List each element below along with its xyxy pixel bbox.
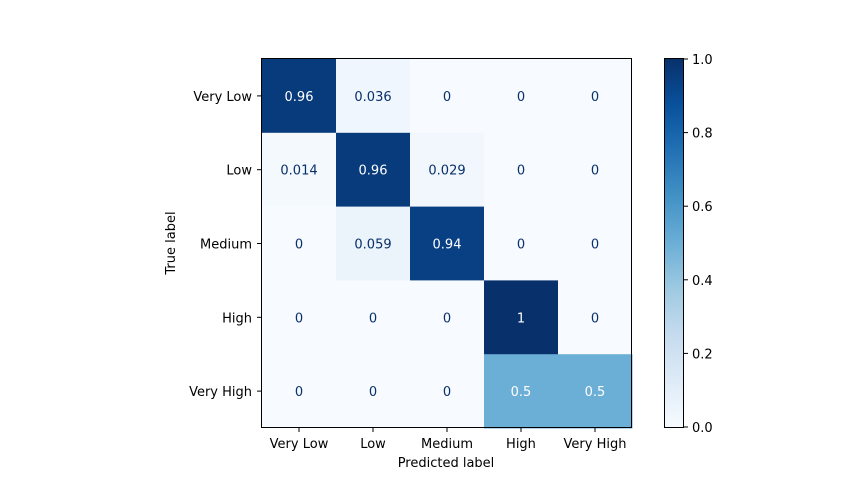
cell-value-label: 0 <box>369 311 377 326</box>
heatmap-cell <box>558 206 633 281</box>
cell-value-label: 0.059 <box>354 238 391 253</box>
cell-value-label: 0.94 <box>433 238 462 253</box>
heatmap-cell <box>558 59 633 134</box>
y-tick-label: Very Low <box>193 90 252 105</box>
heatmap-cell <box>410 206 485 281</box>
cell-value-label: 0 <box>443 90 451 105</box>
heatmap-cells <box>262 59 633 429</box>
cell-value-label: 0 <box>591 164 599 179</box>
cell-value-label: 0.036 <box>354 90 391 105</box>
heatmap-cell <box>262 59 337 134</box>
cell-value-label: 1 <box>517 311 525 326</box>
y-axis-label: True label <box>164 211 179 275</box>
heatmap-cell <box>262 132 337 208</box>
heatmap-cell <box>262 280 337 355</box>
colorbar-tick-label: 0.6 <box>692 200 713 215</box>
cell-value-label: 0 <box>517 238 525 253</box>
cell-value-label: 0 <box>517 90 525 105</box>
heatmap-cell <box>484 59 559 134</box>
cell-value-label: 0.029 <box>428 164 465 179</box>
cell-value-label: 0.014 <box>280 164 317 179</box>
x-tick-label: Low <box>360 437 386 452</box>
colorbar-tick-label: 0.0 <box>692 421 713 436</box>
heatmap-cell <box>336 132 411 208</box>
y-tick-label: Very High <box>189 385 252 400</box>
cell-value-label: 0 <box>443 311 451 326</box>
y-tick-label: High <box>222 311 252 326</box>
cell-value-label: 0.96 <box>359 164 388 179</box>
x-tick-label: Very High <box>564 437 627 452</box>
heatmap-cell <box>336 59 411 134</box>
heatmap-cell <box>484 280 559 355</box>
heatmap-cell <box>484 206 559 281</box>
heatmap-cell <box>558 132 633 208</box>
cell-value-label: 0 <box>591 238 599 253</box>
cell-value-label: 0.5 <box>511 385 532 400</box>
plot-frame <box>261 58 632 428</box>
y-tick-label: Low <box>226 164 252 179</box>
x-tick-label: Medium <box>421 437 473 452</box>
cell-value-label: 0 <box>295 385 303 400</box>
cell-value-label: 0 <box>369 385 377 400</box>
heatmap-cell <box>410 354 485 429</box>
heatmap-cell <box>262 354 337 429</box>
y-tick-label: Medium <box>200 238 252 253</box>
x-tick-label: High <box>506 437 536 452</box>
colorbar-ticks: 0.0 0.2 0.4 0.6 0.8 1.0 <box>684 53 713 436</box>
cell-value-label: 0 <box>443 385 451 400</box>
heatmap-cell <box>410 59 485 134</box>
heatmap-cell <box>558 354 633 429</box>
heatmap-cell <box>262 206 337 281</box>
y-axis: Very Low Low Medium High Very High <box>189 90 261 400</box>
heatmap-cell <box>410 132 485 208</box>
cell-value-label: 0.5 <box>585 385 606 400</box>
x-axis: Very Low Low Medium High Very High <box>270 428 627 452</box>
x-axis-label: Predicted label <box>398 456 495 471</box>
x-tick-label: Very Low <box>270 437 329 452</box>
heatmap-cell <box>484 354 559 429</box>
cell-value-label: 0 <box>295 238 303 253</box>
cell-value-labels: 0.96 0.036 0 0 0 0.014 0.96 0.029 0 0 0 0.059 0.94 0 0… <box>280 90 605 400</box>
cell-value-label: 0.96 <box>285 90 314 105</box>
colorbar-tick-label: 0.2 <box>692 347 713 362</box>
cell-value-label: 0 <box>295 311 303 326</box>
cell-value-label: 0 <box>591 90 599 105</box>
colorbar-gradient <box>664 58 684 428</box>
heatmap-cell <box>336 354 411 429</box>
colorbar-tick-label: 0.8 <box>692 127 713 142</box>
colorbar-tick-label: 0.4 <box>692 274 713 289</box>
heatmap-cell <box>336 280 411 355</box>
heatmap-cell <box>336 206 411 281</box>
colorbar: 0.0 0.2 0.4 0.6 0.8 1.0 <box>664 53 713 436</box>
cell-value-label: 0 <box>517 164 525 179</box>
heatmap-cell <box>558 280 633 355</box>
cell-value-label: 0 <box>591 311 599 326</box>
heatmap-cell <box>484 132 559 208</box>
colorbar-tick-label: 1.0 <box>692 53 713 68</box>
heatmap-cell <box>410 280 485 355</box>
